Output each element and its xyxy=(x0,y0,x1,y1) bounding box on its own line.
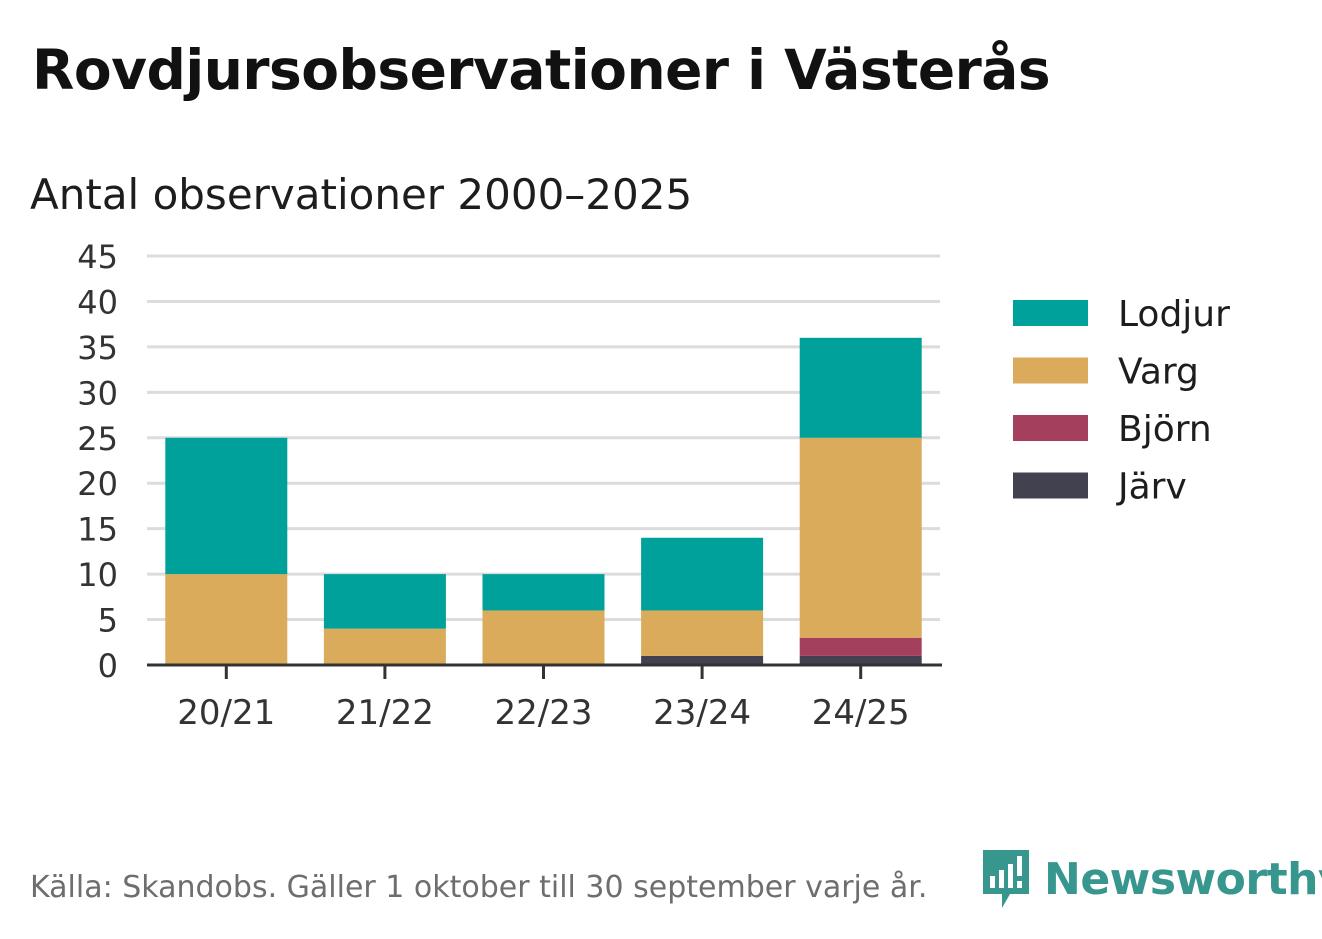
bar-segment-järv-23-24 xyxy=(641,655,764,665)
brand-name: Newsworthy xyxy=(1044,853,1322,905)
x-tick-label: 21/22 xyxy=(336,693,434,733)
y-tick-label: 25 xyxy=(77,420,118,458)
legend-swatch-varg xyxy=(1013,357,1088,384)
bar-segment-lodjur-24-25 xyxy=(799,337,922,438)
legend-label-lodjur: Lodjur xyxy=(1118,294,1230,335)
x-axis-ticks: 20/21 21/22 22/23 23/24 24/25 xyxy=(177,665,910,733)
bar-segment-varg-22-23 xyxy=(482,610,605,665)
y-tick-label: 5 xyxy=(98,602,118,640)
x-tick-label: 24/25 xyxy=(812,693,910,733)
bar-segment-lodjur-23-24 xyxy=(641,537,764,611)
legend-label-varg: Varg xyxy=(1118,352,1199,393)
newsworthy-logo-icon xyxy=(983,850,1029,908)
y-tick-label: 20 xyxy=(77,465,118,503)
bar-segment-varg-23-24 xyxy=(641,610,764,656)
y-tick-label: 30 xyxy=(77,374,118,412)
y-axis-ticks: 0 5 10 15 20 25 30 35 40 45 xyxy=(77,238,118,685)
y-tick-label: 35 xyxy=(77,329,118,367)
bar-segment-lodjur-22-23 xyxy=(482,574,605,611)
chart-subtitle: Antal observationer 2000–2025 xyxy=(30,170,693,219)
newsworthy-logo: Newsworthy xyxy=(980,848,1322,910)
legend-swatch-järv xyxy=(1013,472,1088,499)
source-note: Källa: Skandobs. Gäller 1 oktober till 3… xyxy=(30,870,928,905)
y-tick-label: 0 xyxy=(98,647,118,685)
chart-title: Rovdjursobservationer i Västerås xyxy=(32,38,1051,102)
bar-segment-lodjur-20-21 xyxy=(165,437,288,575)
x-tick-label: 20/21 xyxy=(177,693,275,733)
x-tick-label: 22/23 xyxy=(495,693,593,733)
y-tick-label: 45 xyxy=(77,238,118,276)
x-tick-label: 23/24 xyxy=(653,693,751,733)
bar-segment-lodjur-21-22 xyxy=(323,574,446,629)
legend-swatch-lodjur xyxy=(1013,300,1088,326)
legend: Lodjur Varg Björn Järv xyxy=(1013,294,1230,508)
legend-swatch-björn xyxy=(1013,415,1088,441)
bar-segment-järv-24-25 xyxy=(799,655,922,665)
bar-segment-varg-20-21 xyxy=(165,574,288,665)
bars xyxy=(165,337,922,665)
bar-segment-björn-24-25 xyxy=(799,637,922,656)
bar-segment-varg-24-25 xyxy=(799,437,922,638)
legend-label-björn: Björn xyxy=(1118,409,1212,450)
y-tick-label: 40 xyxy=(77,283,118,321)
y-tick-label: 10 xyxy=(77,556,118,594)
bar-segment-varg-21-22 xyxy=(323,628,446,665)
legend-label-järv: Järv xyxy=(1116,467,1187,508)
y-tick-label: 15 xyxy=(77,511,118,549)
